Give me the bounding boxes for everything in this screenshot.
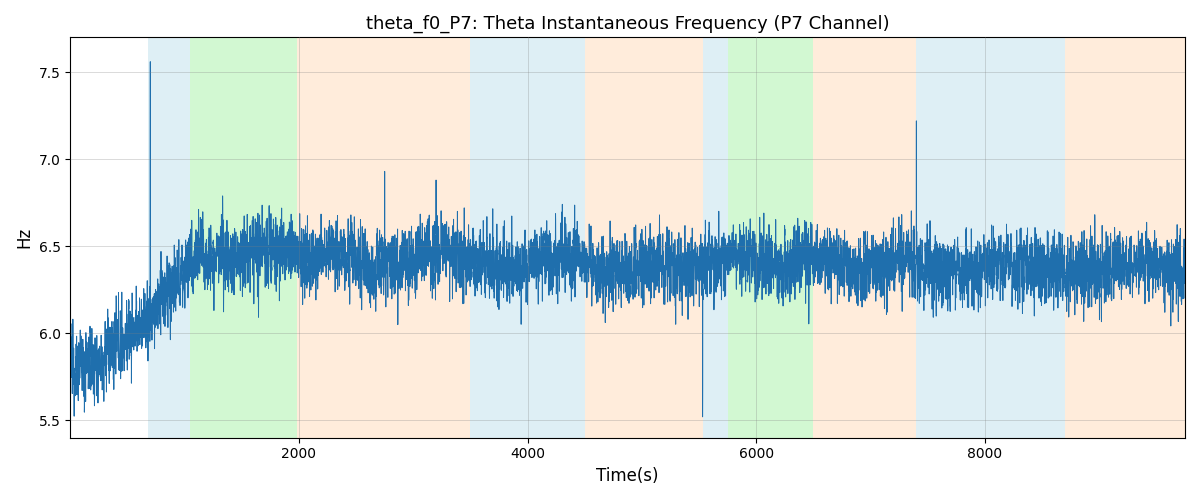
Bar [148,38,191,438]
Bar [191,38,296,438]
Bar [702,38,727,438]
Bar [942,38,1064,438]
X-axis label: Time(s): Time(s) [596,467,659,485]
Bar [917,38,942,438]
Bar [727,38,814,438]
Bar [296,38,470,438]
Bar [584,38,702,438]
Bar [814,38,917,438]
Title: theta_f0_P7: Theta Instantaneous Frequency (P7 Channel): theta_f0_P7: Theta Instantaneous Frequen… [366,15,889,34]
Bar [470,38,584,438]
Bar [1064,38,1184,438]
Y-axis label: Hz: Hz [16,227,34,248]
